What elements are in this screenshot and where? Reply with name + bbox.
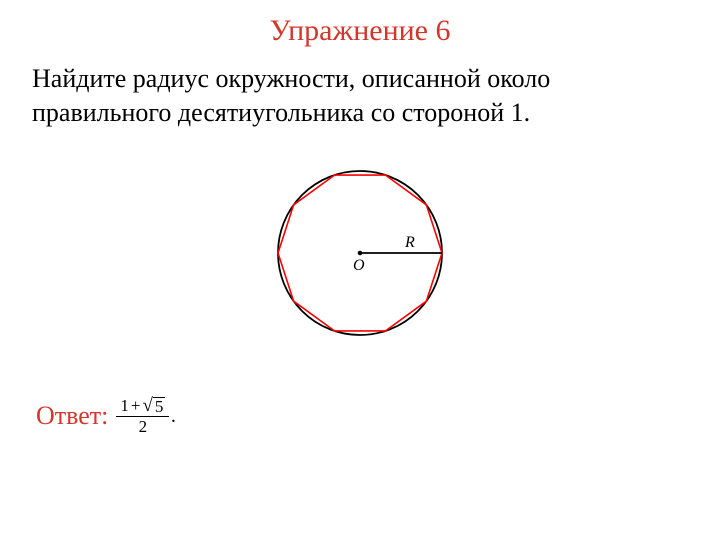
center-label: O [353, 257, 365, 274]
fraction-numerator: 1 + √ 5 [116, 397, 169, 417]
num-plus: + [131, 397, 141, 415]
answer-label: Ответ: [36, 401, 108, 431]
problem-line-2: правильного десятиугольника со стороной … [32, 98, 530, 127]
problem-text: Найдите радиус окружности, описанной око… [0, 48, 720, 130]
slide-page: Упражнение 6 Найдите радиус окружности, … [0, 0, 720, 540]
sqrt-arg: 5 [153, 397, 166, 415]
problem-line-1: Найдите радиус окружности, описанной око… [32, 64, 550, 93]
num-one: 1 [120, 397, 129, 415]
answer-row: Ответ: 1 + √ 5 2 . [0, 397, 720, 436]
formula-period: . [171, 405, 176, 428]
answer-formula: 1 + √ 5 2 . [116, 397, 176, 436]
fraction-denominator: 2 [139, 417, 148, 436]
center-point [358, 250, 363, 255]
sqrt-sign: √ [142, 398, 152, 414]
radius-label: R [404, 234, 415, 251]
diagram-figure: RO [0, 148, 720, 363]
exercise-title: Упражнение 6 [0, 0, 720, 48]
sqrt: √ 5 [142, 397, 165, 415]
decagon-circle-diagram: RO [255, 148, 465, 358]
fraction: 1 + √ 5 2 [116, 397, 169, 436]
